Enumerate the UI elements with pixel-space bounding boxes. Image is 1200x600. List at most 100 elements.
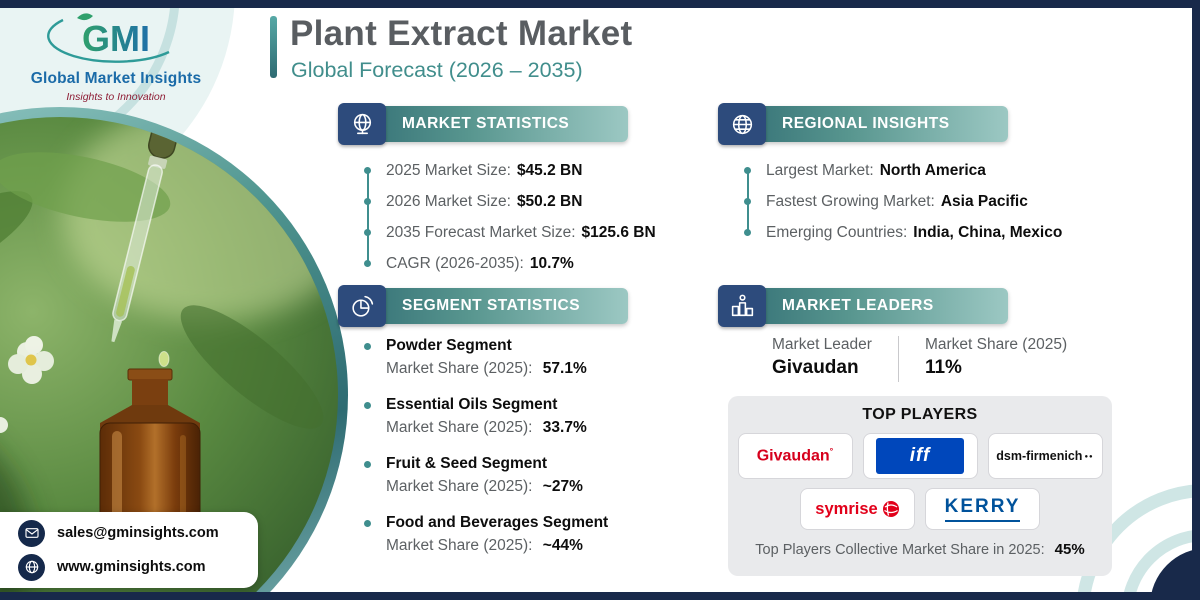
contact-email-link[interactable]: sales@gminsights.com xyxy=(18,519,258,547)
segment-row-powder: Powder Segment Market Share (2025): 57.1… xyxy=(356,334,608,380)
stat-row-2035-forecast: 2035 Forecast Market Size: $125.6 BN xyxy=(356,217,656,248)
player-tile-givaudan: Givaudan° xyxy=(737,433,853,479)
droplet xyxy=(158,351,170,367)
dsm-mark: ●● xyxy=(1084,453,1094,460)
market-statistics-title: MARKET STATISTICS xyxy=(402,115,570,132)
player-tile-symrise: symrise xyxy=(800,488,915,530)
globe-icon xyxy=(18,553,45,581)
segment-name: Food and Beverages Segment xyxy=(386,514,609,531)
region-value: North America xyxy=(879,161,986,179)
player-tile-kerry: KERRY xyxy=(925,488,1040,530)
segment-statistics-header: SEGMENT STATISTICS xyxy=(338,285,628,327)
regional-insights-header: REGIONAL INSIGHTS xyxy=(718,103,1008,145)
bullet-dot xyxy=(364,260,371,267)
bullet-dot xyxy=(364,167,371,174)
segment-name: Essential Oils Segment xyxy=(386,396,558,413)
bullet-dot xyxy=(744,198,751,205)
segment-statistics-icon-box xyxy=(338,285,386,327)
stat-label: 2026 Market Size: xyxy=(386,192,511,210)
contact-strip: sales@gminsights.com www.gminsights.com xyxy=(0,512,258,588)
segment-share-value: ~44% xyxy=(542,537,583,554)
collective-share-line: Top Players Collective Market Share in 2… xyxy=(755,541,1084,558)
stat-row-2026-size: 2026 Market Size: $50.2 BN xyxy=(356,186,656,217)
iff-logo: iff xyxy=(876,438,964,474)
market-leader-col: Market Leader Givaudan xyxy=(772,336,872,379)
stat-value: $45.2 BN xyxy=(516,161,583,179)
stat-row-2025-size: 2025 Market Size: $45.2 BN xyxy=(356,155,656,186)
bullet-dot xyxy=(364,198,371,205)
segment-name: Powder Segment xyxy=(386,337,512,354)
region-row-emerging: Emerging Countries: India, China, Mexico xyxy=(736,217,1062,248)
bullet-dot xyxy=(364,461,371,468)
bullet-dot xyxy=(364,520,371,527)
bullet-dot xyxy=(744,167,751,174)
stat-row-cagr: CAGR (2026-2035): 10.7% xyxy=(356,248,656,279)
segment-name: Fruit & Seed Segment xyxy=(386,455,548,472)
brand-name: Global Market Insights xyxy=(30,70,202,87)
logo-swirl xyxy=(47,18,170,63)
segment-statistics-title: SEGMENT STATISTICS xyxy=(402,297,581,314)
contact-website-text: www.gminsights.com xyxy=(57,559,206,575)
segment-share-label: Market Share (2025): xyxy=(386,360,533,377)
bullet-connector-line xyxy=(367,170,369,264)
top-players-box: TOP PLAYERS Givaudan° iff dsm-firmenich ●… xyxy=(728,396,1112,576)
email-icon xyxy=(18,519,45,547)
segment-share-value: 33.7% xyxy=(542,419,587,436)
stat-label: 2035 Forecast Market Size: xyxy=(386,223,576,241)
collective-share-value: 45% xyxy=(1054,541,1085,558)
segment-share-value: 57.1% xyxy=(542,360,587,377)
stat-value: $50.2 BN xyxy=(516,192,583,210)
segment-share-label: Market Share (2025): xyxy=(386,419,533,436)
market-leaders-header: MARKET LEADERS xyxy=(718,285,1008,327)
market-leader-value: Givaudan xyxy=(772,357,859,378)
givaudan-mark: ° xyxy=(829,446,834,457)
symrise-logo: symrise xyxy=(815,500,899,519)
region-value: India, China, Mexico xyxy=(913,223,1063,241)
symrise-globe-icon xyxy=(882,501,899,517)
segment-row-food-beverages: Food and Beverages Segment Market Share … xyxy=(356,511,608,557)
regional-insights-icon-box xyxy=(718,103,766,145)
brand-tagline: Insights to Innovation xyxy=(66,91,166,103)
market-statistics-list: 2025 Market Size: $45.2 BN 2026 Market S… xyxy=(356,155,656,279)
player-tile-dsm-firmenich: dsm-firmenich ●● xyxy=(987,433,1103,479)
market-leaders-icon-box xyxy=(718,285,766,327)
market-leader-label: Market Leader xyxy=(772,336,872,353)
dsm-firmenich-logo: dsm-firmenich ●● xyxy=(996,449,1094,463)
player-tile-iff: iff xyxy=(862,433,978,479)
bullet-dot xyxy=(364,402,371,409)
stat-value: $125.6 BN xyxy=(581,223,656,241)
stat-label: CAGR (2026-2035): xyxy=(386,254,524,272)
segment-share-label: Market Share (2025): xyxy=(386,537,533,554)
market-share-label: Market Share (2025) xyxy=(924,336,1068,353)
pie-chart-icon xyxy=(351,295,373,317)
title-accent-bar xyxy=(270,16,277,78)
logo-leaf-icon xyxy=(77,13,93,21)
stat-label: 2025 Market Size: xyxy=(386,161,511,179)
gmi-logo-mark: GMI xyxy=(47,13,170,63)
givaudan-logo: Givaudan° xyxy=(756,446,834,465)
region-label: Largest Market: xyxy=(766,161,874,179)
region-label: Emerging Countries: xyxy=(766,223,908,241)
top-players-title: TOP PLAYERS xyxy=(862,406,978,423)
bullet-dot xyxy=(744,229,751,236)
bullet-dot xyxy=(364,343,371,350)
page-title: Plant Extract Market xyxy=(290,14,633,53)
podium-icon xyxy=(731,294,753,316)
regional-insights-title: REGIONAL INSIGHTS xyxy=(782,115,950,132)
market-statistics-icon-box xyxy=(338,103,386,145)
stat-value: 10.7% xyxy=(529,254,574,272)
contact-website-link[interactable]: www.gminsights.com xyxy=(18,553,258,581)
players-row-2: symrise KERRY xyxy=(800,488,1040,530)
logo-letters: GMI xyxy=(82,18,150,59)
gmi-logo: GMI Global Market Insights Insights to I… xyxy=(14,12,218,103)
region-label: Fastest Growing Market: xyxy=(766,192,935,210)
kerry-logo: KERRY xyxy=(944,496,1021,522)
vertical-divider xyxy=(897,336,899,382)
region-row-largest: Largest Market: North America xyxy=(736,155,1062,186)
page-subtitle: Global Forecast (2026 – 2035) xyxy=(291,58,583,82)
globe-grid-icon xyxy=(732,114,752,134)
market-share-value: 11% xyxy=(924,357,962,378)
market-leader-block: Market Leader Givaudan Market Share (202… xyxy=(772,336,1067,382)
collective-share-label: Top Players Collective Market Share in 2… xyxy=(755,542,1045,558)
